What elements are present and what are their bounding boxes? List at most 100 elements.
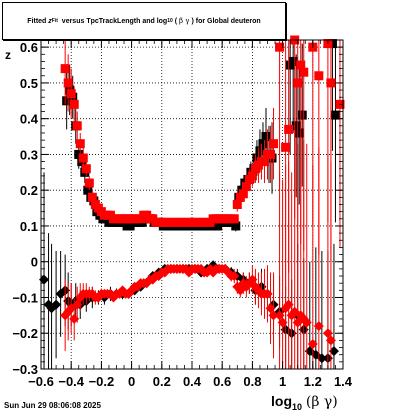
data-point-square bbox=[288, 56, 298, 66]
x-axis-label-sub: 10 bbox=[292, 401, 303, 412]
data-point-diamond bbox=[283, 299, 294, 310]
y-tick-label: −0.1 bbox=[12, 290, 38, 305]
data-point-square bbox=[87, 192, 97, 202]
x-tick-label: −0.2 bbox=[89, 374, 115, 389]
data-point-square bbox=[238, 189, 248, 199]
data-point-diamond bbox=[322, 328, 333, 339]
y-tick-label: 0 bbox=[31, 255, 38, 270]
data-point-square bbox=[259, 157, 269, 167]
data-point-diamond bbox=[265, 303, 276, 314]
data-point-diamond bbox=[307, 338, 318, 349]
x-tick-label: 1.2 bbox=[304, 374, 322, 389]
title-z-sub: Fit bbox=[51, 18, 58, 24]
data-point-square bbox=[75, 139, 85, 149]
data-point-diamond bbox=[262, 288, 273, 299]
data-point-diamond bbox=[277, 317, 288, 328]
data-point-square bbox=[241, 182, 251, 192]
data-point-diamond bbox=[268, 310, 279, 321]
data-point-square bbox=[74, 149, 84, 159]
data-point-square bbox=[293, 78, 303, 88]
data-point-square bbox=[255, 146, 265, 156]
y-tick-label: 0.4 bbox=[20, 112, 39, 127]
data-point-square bbox=[81, 164, 91, 174]
data-point-square bbox=[281, 142, 291, 152]
data-point-square bbox=[232, 200, 242, 209]
x-axis-label-main: log bbox=[271, 393, 292, 409]
title-z-main: z bbox=[48, 17, 52, 25]
y-tick-label: 0.5 bbox=[20, 76, 38, 91]
x-tick-label: 1.4 bbox=[334, 374, 353, 389]
data-point-diamond bbox=[247, 274, 258, 285]
footer-timestamp: Sun Jun 29 08:06:08 2025 bbox=[4, 401, 101, 410]
x-tick-label: 0.4 bbox=[183, 374, 202, 389]
data-point-square bbox=[231, 221, 241, 231]
data-point-square bbox=[330, 110, 340, 120]
title-prefix: Fitted bbox=[27, 17, 47, 25]
data-point-square bbox=[269, 139, 279, 149]
data-point-diamond bbox=[39, 274, 50, 285]
data-point-square bbox=[291, 121, 301, 131]
data-point-square bbox=[62, 96, 72, 106]
title-beta-gamma: β γ bbox=[179, 17, 190, 25]
data-point-square bbox=[284, 124, 294, 134]
x-tick-label: 0.8 bbox=[243, 374, 261, 389]
y-tick-label: −0.3 bbox=[12, 362, 38, 377]
data-point-square bbox=[78, 153, 88, 163]
axis-layer: −0.6 −0.4 −0.2 0 0.2 0.4 0.6 0.8 1 1.2 1.4 −0.3 −0.2… bbox=[12, 39, 353, 389]
data-point-diamond bbox=[274, 310, 285, 321]
title-middle: versus TpcTrackLength and log bbox=[61, 17, 168, 25]
title-suffix: for Global deuteron bbox=[195, 17, 261, 25]
data-point-square bbox=[66, 89, 76, 99]
y-axis-label: z bbox=[5, 48, 11, 62]
x-tick-label: 0.2 bbox=[153, 374, 171, 389]
x-tick-label: −0.4 bbox=[58, 374, 84, 389]
data-point-diamond bbox=[313, 321, 324, 332]
title-log-sub: 10 bbox=[167, 18, 173, 24]
data-point-diamond bbox=[325, 335, 336, 346]
data-point-square bbox=[266, 149, 276, 159]
data-point-square bbox=[229, 214, 239, 224]
data-point-square bbox=[258, 139, 268, 149]
data-point-diamond bbox=[69, 313, 80, 324]
y-tick-label: −0.2 bbox=[12, 326, 38, 341]
data-point-square bbox=[247, 171, 257, 181]
data-point-diamond bbox=[51, 299, 62, 310]
data-point-diamond bbox=[316, 353, 327, 364]
chart-title: Fitted z Fit versus TpcTrackLength and lo… bbox=[2, 2, 286, 40]
x-axis-label: log10 (β γ) bbox=[271, 393, 338, 412]
x-axis-label-var: (β γ) bbox=[305, 394, 338, 410]
x-tick-label: 1 bbox=[279, 374, 286, 389]
title-open-paren: ( bbox=[174, 17, 178, 25]
data-point-diamond bbox=[250, 281, 261, 292]
data-point-square bbox=[84, 178, 94, 188]
data-point-square bbox=[296, 60, 306, 70]
data-point-square bbox=[294, 128, 304, 138]
data-point-diamond bbox=[301, 317, 312, 328]
points-layer bbox=[39, 35, 345, 369]
data-point-square bbox=[60, 64, 70, 74]
data-point-square bbox=[63, 78, 73, 88]
x-tick-label: 0.6 bbox=[213, 374, 231, 389]
data-point-diamond bbox=[229, 271, 240, 282]
data-point-square bbox=[83, 185, 93, 195]
data-point-diamond bbox=[72, 299, 83, 310]
y-tick-label: 0.6 bbox=[20, 40, 38, 55]
x-tick-label: 0 bbox=[128, 374, 135, 389]
data-point-square bbox=[69, 99, 79, 109]
data-point-diamond bbox=[328, 346, 339, 357]
title-close-paren: ) bbox=[191, 17, 194, 25]
data-point-square bbox=[252, 153, 262, 163]
data-point-square bbox=[72, 121, 82, 131]
y-tick-label: 0.3 bbox=[20, 147, 38, 162]
data-point-square bbox=[299, 67, 309, 77]
data-point-square bbox=[261, 132, 271, 142]
y-tick-label: 0.2 bbox=[20, 183, 38, 198]
data-point-square bbox=[327, 39, 337, 49]
data-point-square bbox=[275, 42, 285, 52]
y-tick-label: 0.1 bbox=[20, 219, 38, 234]
data-point-square bbox=[297, 110, 307, 120]
data-point-square bbox=[326, 78, 336, 88]
data-point-square bbox=[314, 71, 324, 81]
x-tick-label: −0.6 bbox=[28, 374, 54, 389]
